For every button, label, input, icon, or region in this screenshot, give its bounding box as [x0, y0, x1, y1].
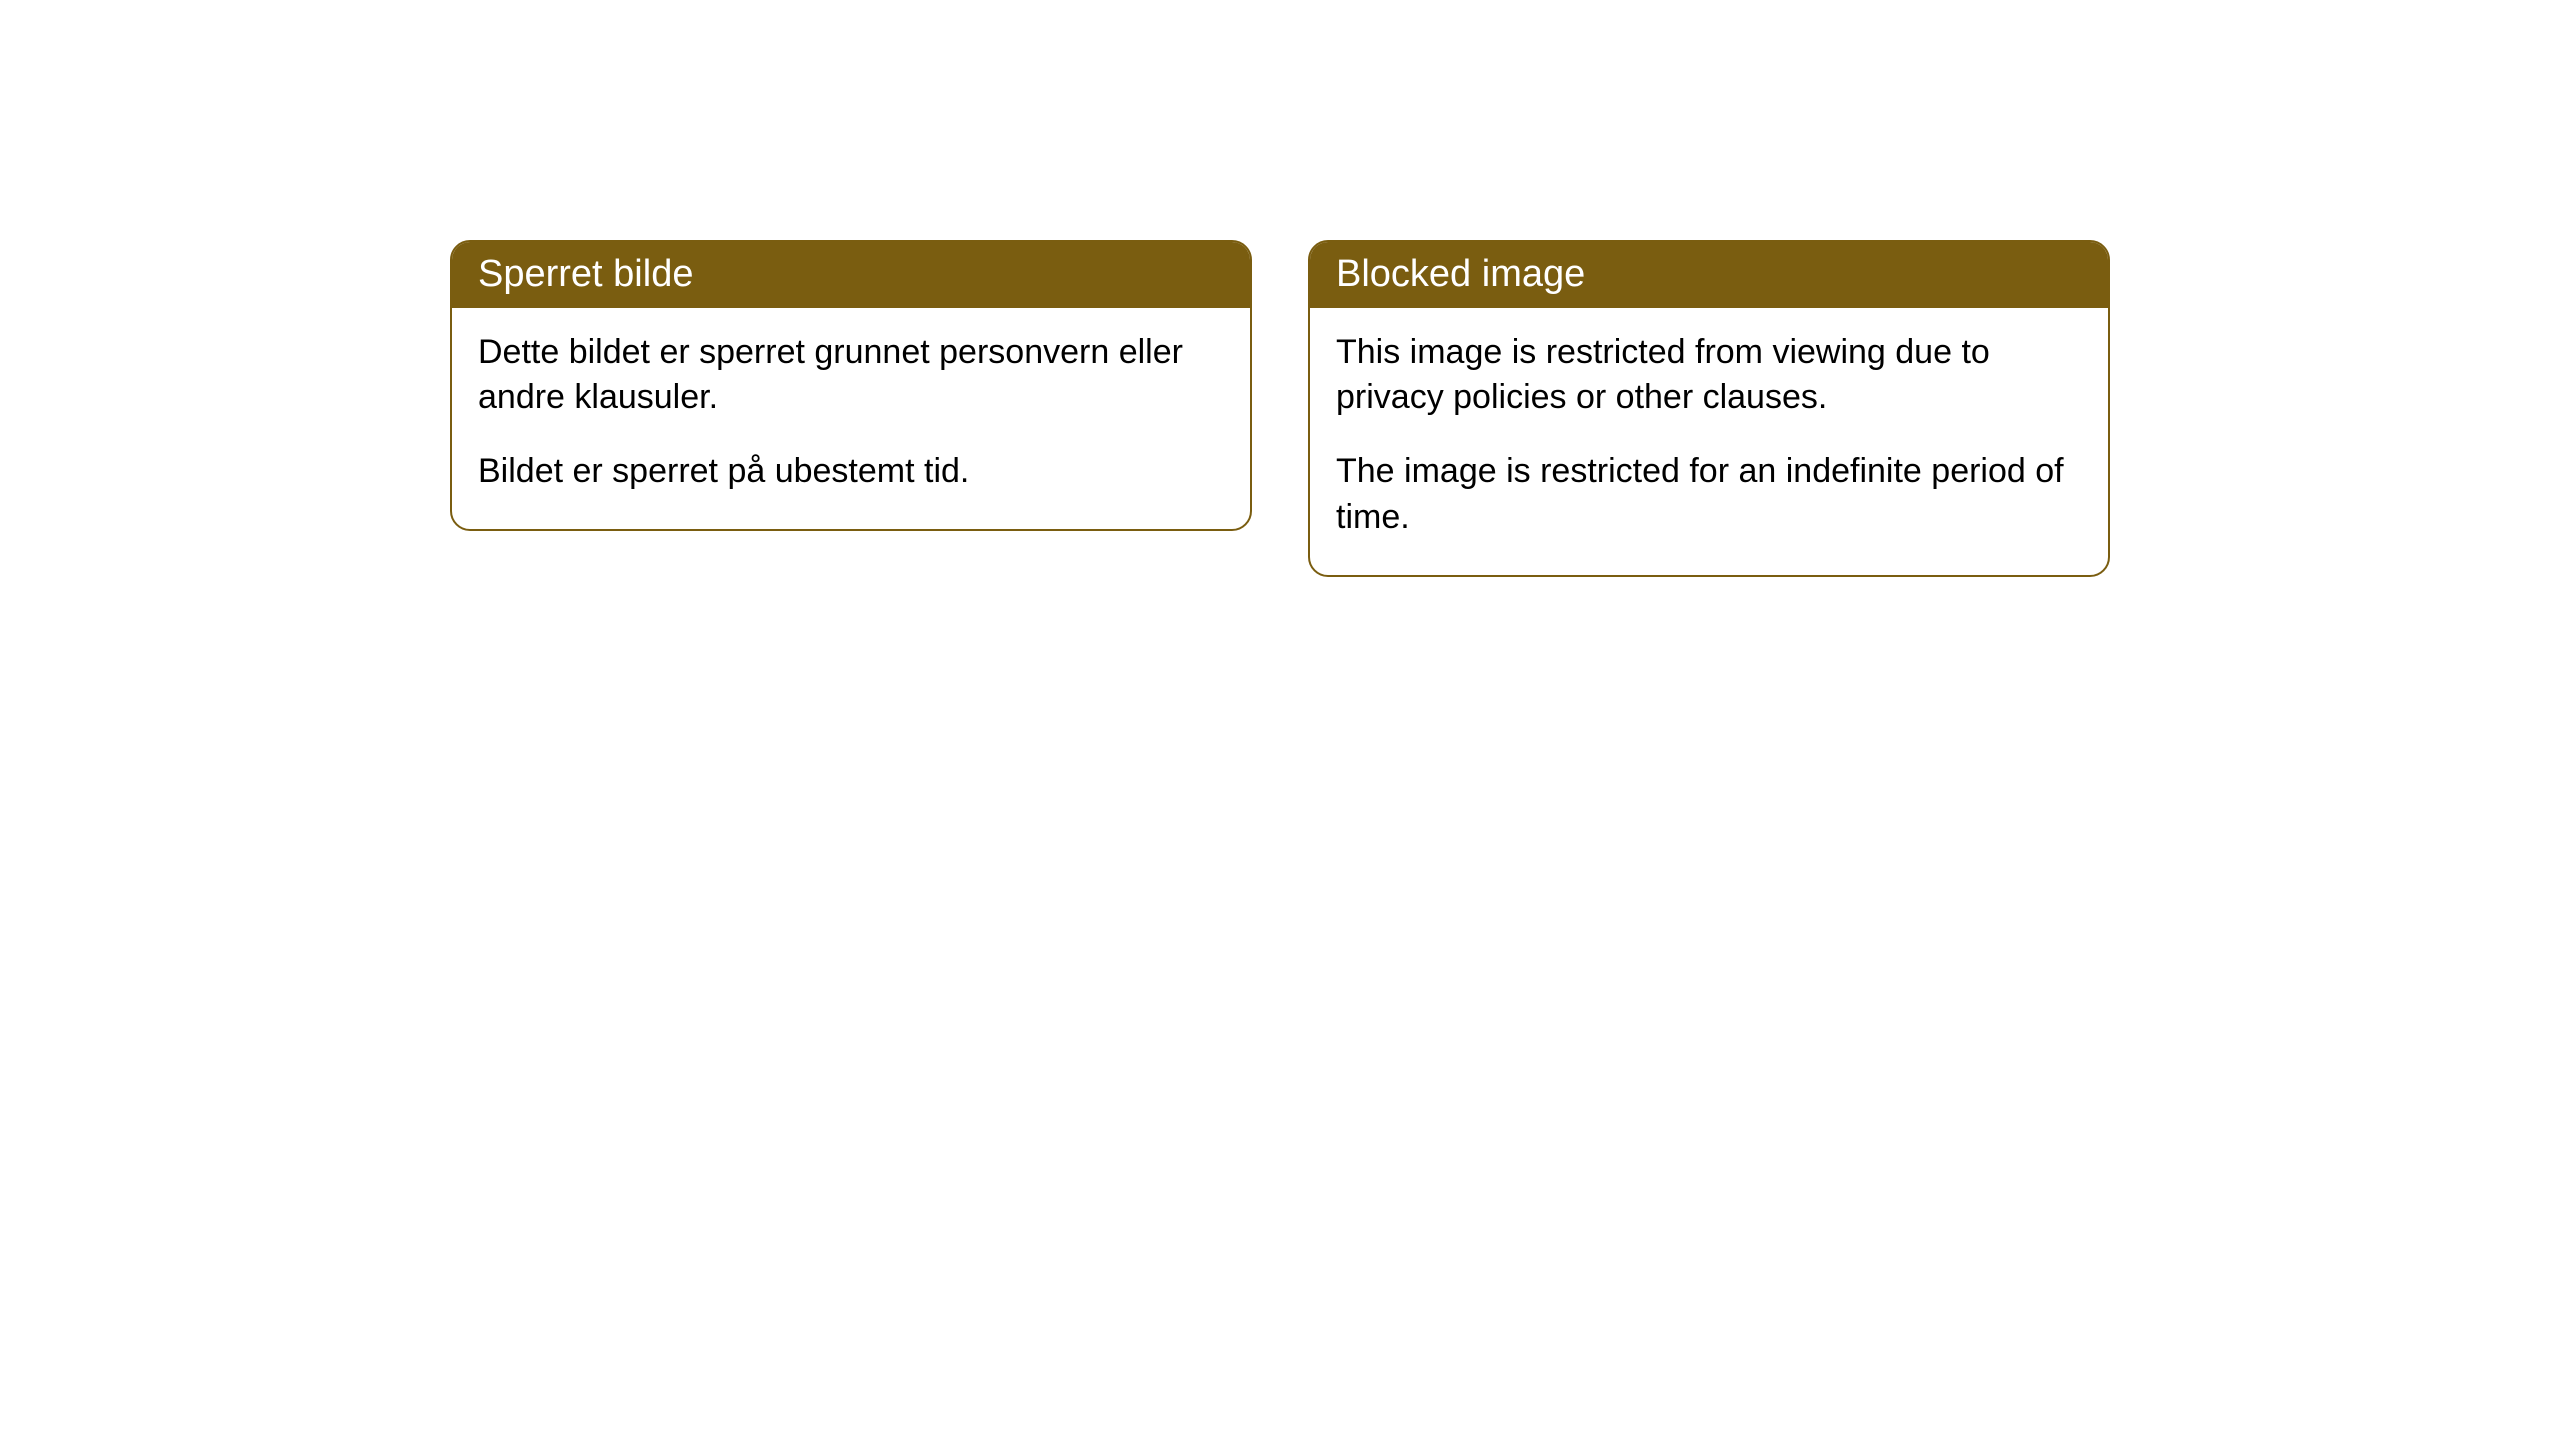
- card-title: Blocked image: [1336, 253, 1585, 295]
- card-header-norwegian: Sperret bilde: [452, 242, 1250, 308]
- cards-container: Sperret bilde Dette bildet er sperret gr…: [450, 240, 2110, 1440]
- card-paragraph: This image is restricted from viewing du…: [1336, 330, 2082, 422]
- card-paragraph: Dette bildet er sperret grunnet personve…: [478, 330, 1224, 422]
- card-paragraph: Bildet er sperret på ubestemt tid.: [478, 449, 1224, 495]
- card-header-english: Blocked image: [1310, 242, 2108, 308]
- card-title: Sperret bilde: [478, 253, 693, 295]
- card-paragraph: The image is restricted for an indefinit…: [1336, 449, 2082, 541]
- card-body-english: This image is restricted from viewing du…: [1310, 308, 2108, 576]
- card-body-norwegian: Dette bildet er sperret grunnet personve…: [452, 308, 1250, 530]
- card-english: Blocked image This image is restricted f…: [1308, 240, 2110, 577]
- card-norwegian: Sperret bilde Dette bildet er sperret gr…: [450, 240, 1252, 531]
